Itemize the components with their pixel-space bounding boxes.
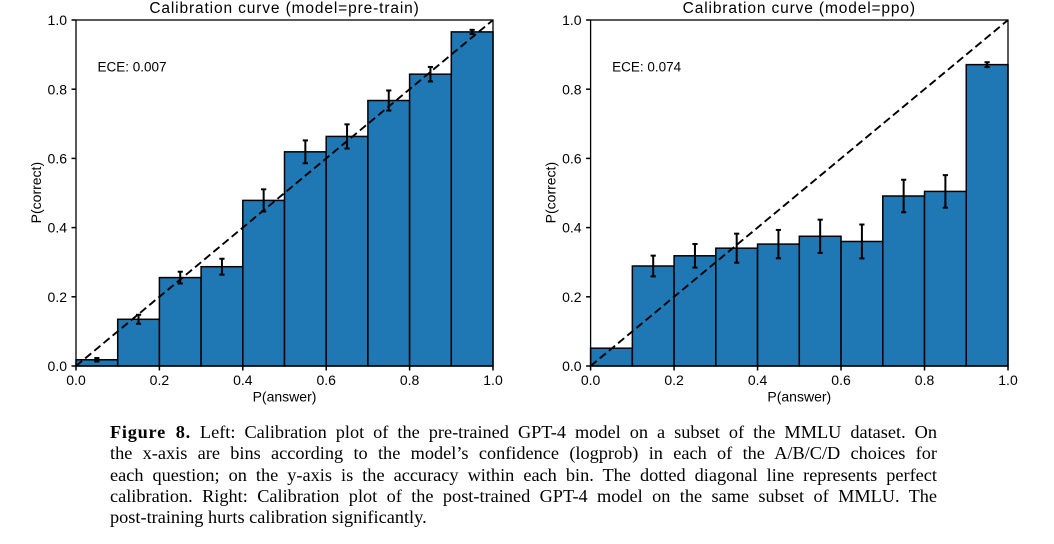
svg-text:P(correct): P(correct) <box>543 162 559 223</box>
svg-text:P(correct): P(correct) <box>28 162 44 223</box>
svg-text:0.4: 0.4 <box>233 372 253 388</box>
svg-text:0.6: 0.6 <box>562 151 582 167</box>
svg-text:0.0: 0.0 <box>581 372 601 388</box>
svg-text:0.6: 0.6 <box>831 372 851 388</box>
svg-text:1.0: 1.0 <box>483 372 503 388</box>
svg-text:P(answer): P(answer) <box>253 389 317 405</box>
svg-text:0.6: 0.6 <box>316 372 336 388</box>
svg-text:0.2: 0.2 <box>664 372 684 388</box>
svg-text:Calibration curve (model=ppo): Calibration curve (model=ppo) <box>683 0 916 17</box>
svg-text:P(answer): P(answer) <box>767 389 831 405</box>
svg-text:0.0: 0.0 <box>562 358 582 374</box>
svg-text:0.8: 0.8 <box>48 81 68 97</box>
svg-text:1.0: 1.0 <box>998 372 1018 388</box>
svg-text:Calibration curve (model=pre-t: Calibration curve (model=pre-train) <box>149 0 419 17</box>
svg-text:0.0: 0.0 <box>48 358 68 374</box>
svg-text:0.4: 0.4 <box>562 220 582 236</box>
svg-text:ECE: 0.007: ECE: 0.007 <box>98 60 167 75</box>
svg-text:0.8: 0.8 <box>400 372 420 388</box>
svg-text:0.8: 0.8 <box>562 81 582 97</box>
svg-text:1.0: 1.0 <box>562 12 582 28</box>
svg-text:1.0: 1.0 <box>48 12 68 28</box>
svg-text:0.0: 0.0 <box>66 372 86 388</box>
svg-text:0.2: 0.2 <box>562 289 582 305</box>
svg-text:0.6: 0.6 <box>48 151 68 167</box>
svg-text:ECE: 0.074: ECE: 0.074 <box>612 60 682 75</box>
svg-text:0.2: 0.2 <box>48 289 68 305</box>
svg-text:0.2: 0.2 <box>150 372 170 388</box>
svg-text:0.4: 0.4 <box>748 372 768 388</box>
svg-text:0.8: 0.8 <box>915 372 935 388</box>
svg-text:0.4: 0.4 <box>48 220 68 236</box>
